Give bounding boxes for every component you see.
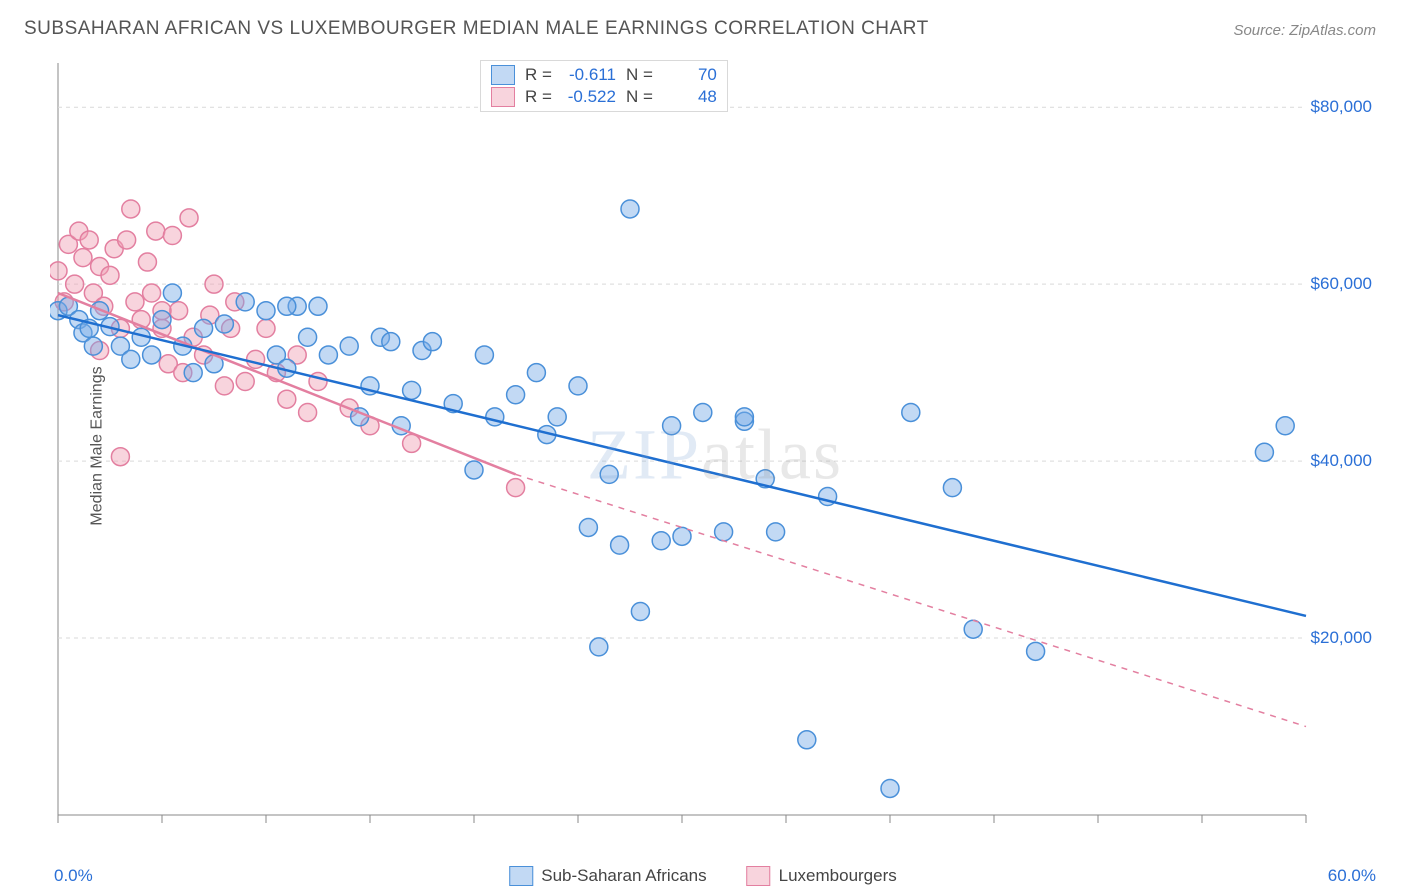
svg-text:$60,000: $60,000 [1311,274,1372,293]
source-attribution: Source: ZipAtlas.com [1233,22,1376,39]
r-label: R = [525,65,552,85]
legend-swatch-series2 [747,866,771,886]
n-value-series2: 48 [663,87,717,107]
r-value-series1: -0.611 [562,65,616,85]
correlation-stats-box: R = -0.611 N = 70 R = -0.522 N = 48 [480,60,728,112]
svg-text:$40,000: $40,000 [1311,451,1372,470]
legend-label-series1: Sub-Saharan Africans [541,866,706,886]
x-axis-min-label: 0.0% [54,866,93,886]
scatter-chart-svg: $20,000 $40,000 $60,000 $80,000 [50,55,1380,855]
svg-text:$80,000: $80,000 [1311,97,1372,116]
chart-title: SUBSAHARAN AFRICAN VS LUXEMBOURGER MEDIA… [24,18,929,40]
stats-row-series2: R = -0.522 N = 48 [487,86,721,108]
legend-item-series2: Luxembourgers [747,866,897,886]
svg-text:$20,000: $20,000 [1311,628,1372,647]
plot-area: $20,000$40,000$60,000$80,000 ZIPatlas [50,55,1380,855]
legend-label-series2: Luxembourgers [779,866,897,886]
swatch-series1 [491,65,515,85]
n-label: N = [626,87,653,107]
r-label: R = [525,87,552,107]
x-axis-max-label: 60.0% [1328,866,1376,886]
legend-swatch-series1 [509,866,533,886]
r-value-series2: -0.522 [562,87,616,107]
bottom-legend: Sub-Saharan Africans Luxembourgers [509,866,897,886]
swatch-series2 [491,87,515,107]
stats-row-series1: R = -0.611 N = 70 [487,64,721,86]
n-label: N = [626,65,653,85]
n-value-series1: 70 [663,65,717,85]
legend-item-series1: Sub-Saharan Africans [509,866,706,886]
